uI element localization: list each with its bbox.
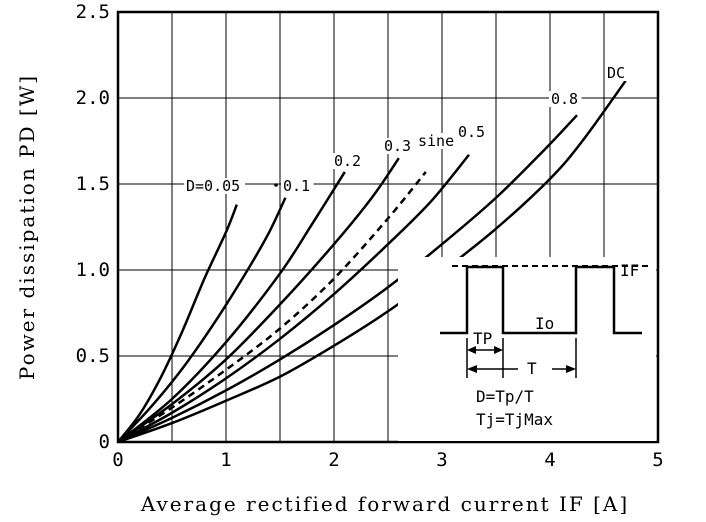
- curve-label-bg: [281, 178, 314, 194]
- t-arrow-right: [566, 365, 576, 373]
- x-tick-label: 3: [436, 449, 447, 471]
- curve-label-bg: [456, 124, 489, 140]
- curve-label: D=0.05: [186, 177, 240, 195]
- curve-label: sine: [418, 132, 454, 150]
- pulse-waveform: [440, 265, 642, 335]
- y-tick-label: 1.5: [76, 173, 110, 195]
- duty-formula: D=Tp/T: [476, 387, 534, 406]
- x-tick-label: 2: [328, 449, 339, 471]
- x-tick-label: 1: [220, 449, 231, 471]
- curve-labels: D=0.05 0.1 0.2 0.3 sine 0.5 0.8 DC: [184, 64, 628, 195]
- y-tick-label: 2.5: [76, 1, 110, 23]
- x-tick-label: 5: [652, 449, 663, 471]
- series-line-0-5: [117, 153, 470, 444]
- curve-label-bg: [416, 133, 458, 149]
- curve-label: 0.8: [551, 90, 578, 108]
- t-arrow-left: [467, 365, 477, 373]
- curve-label-bg: [184, 178, 245, 194]
- waveform-inset: IF Io TP T D=Tp/T Tj=TjMax: [398, 257, 656, 441]
- series-line-0-1: [117, 197, 287, 443]
- series-line-sine: [117, 171, 427, 444]
- y-tick-label: 0: [99, 431, 110, 453]
- pulse-width-label: TP: [473, 329, 492, 348]
- series-line-d-0-05: [117, 204, 238, 443]
- tp-arrow-right: [494, 346, 503, 354]
- series-lines: [117, 80, 627, 444]
- curve-label: 0.2: [334, 152, 361, 170]
- curve-label: 0.3: [384, 137, 411, 155]
- y-tick-label: 0.5: [76, 345, 110, 367]
- x-tick-label: 4: [544, 449, 555, 471]
- curve-label-bg: [332, 153, 365, 169]
- curve-label-bg: [549, 91, 582, 107]
- curve-label-bg: [605, 65, 628, 81]
- tick-labels: 0 1 2 3 4 5 0 0.5 1.0 1.5 2.0 2.5: [76, 1, 664, 471]
- plot-frame: [116, 10, 660, 444]
- curve-label: 0.5: [458, 123, 485, 141]
- curve-label: 0.1: [283, 177, 310, 195]
- tj-formula: Tj=TjMax: [476, 410, 553, 429]
- x-axis-title: Average rectified forward current IF [A]: [140, 492, 629, 516]
- curve-label: DC: [607, 64, 625, 82]
- y-tick-label: 2.0: [76, 87, 110, 109]
- series-line-0-2: [117, 171, 346, 443]
- y-axis-title: Power dissipation PD [W]: [15, 74, 39, 380]
- label-separator-dot: [274, 183, 278, 187]
- x-tick-label: 0: [112, 449, 123, 471]
- series-line-dc: [117, 80, 627, 444]
- y-tick-label: 1.0: [76, 259, 110, 281]
- average-current-label: Io: [535, 314, 554, 333]
- series-line-0-3: [117, 157, 400, 444]
- curve-label-bg: [382, 138, 415, 154]
- peak-current-label: IF: [620, 261, 639, 280]
- period-label: T: [527, 359, 537, 378]
- series-line-0-8: [117, 114, 578, 444]
- tp-arrow-left: [467, 346, 476, 354]
